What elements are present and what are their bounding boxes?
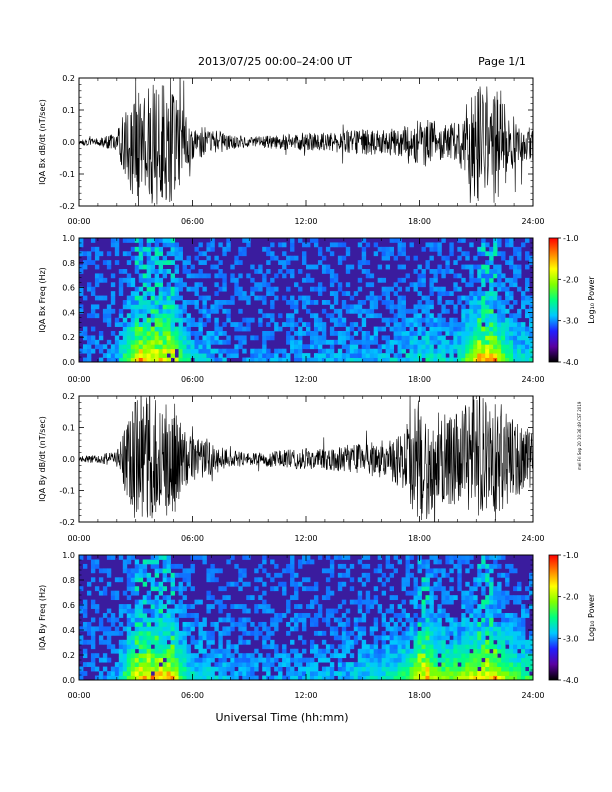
y-axis-label: IQA By Freq (Hz) [38,585,47,651]
colorbar-tick-label: -2.0 [563,275,579,284]
y-tick-label: 0.0 [62,358,75,367]
x-tick-label: 12:00 [294,691,317,700]
y-tick-label: 0.2 [62,333,75,342]
y-tick-label: 0.6 [62,601,75,610]
y-tick-label: -0.2 [59,202,75,211]
spectrogram-cells [79,238,533,362]
y-tick-label: 0.8 [62,259,75,268]
panel-bx_dbdt: 0.2 0.1 0.0 -0.1 -0.2 00:00 06:00 12:00 18:00 24:… [38,74,545,226]
y-tick-label: 1.0 [62,234,75,243]
x-tick-label: 24:00 [521,217,544,226]
panel-by_spectrogram: -1.0 -2.0 -3.0 -4.0 Log₁₀ Power 1.0 0.8 0.6 0.4 0… [38,551,596,700]
colorbar-label: Log₁₀ Power [587,593,596,641]
y-tick-label: 0.1 [62,106,75,115]
x-tick-label: 06:00 [181,375,204,384]
panel-by_dbdt: 0.2 0.1 0.0 -0.1 -0.2 00:00 06:00 12:00 18:00 24:… [38,392,545,543]
x-tick-label: 00:00 [67,217,90,226]
x-tick-label: 00:00 [67,375,90,384]
x-tick-label: 06:00 [181,691,204,700]
panel-bx_spectrogram: -1.0 -2.0 -3.0 -4.0 Log₁₀ Power 1.0 0.8 0.6 0.4 0… [38,234,596,384]
figure-title: 2013/07/25 00:00–24:00 UT [198,55,352,68]
series-line [79,78,533,206]
y-tick-label: 0.8 [62,576,75,585]
y-tick-label: -0.2 [59,518,75,527]
x-axis-label: Universal Time (hh:mm) [216,711,349,724]
y-axis-label: IQA By dB/dt (nT/sec) [38,416,47,502]
y-tick-label: -0.1 [59,170,75,179]
spectrogram-cells [79,555,533,680]
series-line [79,396,533,522]
page-indicator: Page 1/1 [478,55,526,68]
x-tick-label: 12:00 [294,217,317,226]
timestamp-note: mel Fri Sep 20 10:36:49 CST 2019 [577,401,582,470]
colorbar-label: Log₁₀ Power [587,276,596,324]
y-axis-label: IQA Bx dB/dt (nT/sec) [38,99,47,185]
x-tick-label: 12:00 [294,375,317,384]
x-tick-label: 00:00 [67,691,90,700]
x-tick-label: 00:00 [67,534,90,543]
y-tick-label: 0.2 [62,392,75,401]
y-tick-label: 0.1 [62,424,75,433]
y-tick-label: 0.2 [62,651,75,660]
y-tick-label: 0.6 [62,284,75,293]
x-tick-label: 24:00 [521,375,544,384]
x-tick-label: 18:00 [408,534,431,543]
y-axis-label: IQA Bx Freq (Hz) [38,267,47,333]
y-tick-label: 0.0 [62,676,75,685]
colorbar-tick-label: -4.0 [563,358,579,367]
colorbar-tick-label: -3.0 [563,317,579,326]
y-tick-label: -0.1 [59,487,75,496]
colorbar-tick-label: -3.0 [563,634,579,643]
x-tick-label: 06:00 [181,217,204,226]
x-tick-label: 18:00 [408,217,431,226]
y-tick-label: 0.0 [62,455,75,464]
y-tick-label: 0.4 [62,308,75,317]
colorbar [548,554,559,681]
x-tick-label: 18:00 [408,375,431,384]
x-tick-label: 06:00 [181,534,204,543]
colorbar-tick-label: -4.0 [563,676,579,685]
x-tick-label: 12:00 [294,534,317,543]
colorbar-tick-label: -2.0 [563,593,579,602]
x-tick-label: 24:00 [521,691,544,700]
x-tick-label: 24:00 [521,534,544,543]
colorbar-tick-label: -1.0 [563,234,579,243]
y-tick-label: 0.2 [62,74,75,83]
y-tick-label: 1.0 [62,551,75,560]
y-tick-label: 0.4 [62,626,75,635]
x-tick-label: 18:00 [408,691,431,700]
y-tick-label: 0.0 [62,138,75,147]
colorbar [548,237,559,363]
colorbar-tick-label: -1.0 [563,551,579,560]
